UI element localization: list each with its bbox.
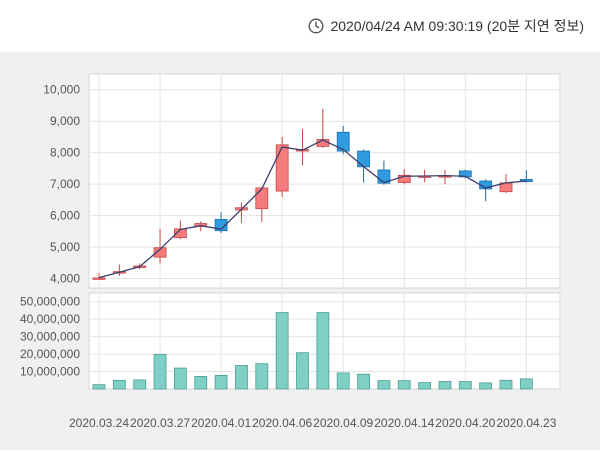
clock-icon	[308, 18, 324, 34]
candle-body	[397, 174, 411, 183]
candle-body	[336, 131, 350, 152]
header-bar: 2020/04/24 AM 09:30:19 (20분 지연 정보)	[0, 0, 600, 52]
x-tick-label: 2020.03.27	[130, 416, 190, 430]
volume-bar	[275, 312, 289, 390]
x-tick-label: 2020.04.20	[435, 416, 495, 430]
x-tick-label: 2020.04.23	[496, 416, 556, 430]
price-tick-label: 5,000	[50, 240, 80, 254]
volume-tick-label: 40,000,000	[20, 312, 80, 326]
chart-panel: 4,000 5,000 6,000 7,000 8,000 9,000 10,000 10,…	[0, 52, 600, 450]
x-tick-label: 2020.03.24	[69, 416, 129, 430]
volume-bar	[519, 378, 533, 390]
volume-bar	[173, 367, 187, 390]
timestamp: 2020/04/24 AM 09:30:19 (20분 지연 정보)	[308, 16, 584, 36]
price-tick-label: 6,000	[50, 209, 80, 223]
volume-bar	[296, 352, 309, 390]
volume-bar	[499, 379, 513, 390]
volume-bar	[153, 354, 167, 390]
volume-bar	[235, 365, 248, 390]
x-tick-label: 2020.04.14	[374, 416, 434, 430]
stock-chart: 4,000 5,000 6,000 7,000 8,000 9,000 10,000 10,…	[20, 73, 561, 430]
volume-bar	[316, 312, 330, 390]
volume-bar	[377, 380, 391, 390]
volume-tick-label: 10,000,000	[20, 365, 80, 379]
volume-bar	[92, 384, 106, 390]
candle-body	[255, 187, 269, 210]
volume-bar	[214, 374, 228, 390]
volume-bar	[357, 373, 370, 390]
candle-body	[357, 150, 370, 168]
price-tick-label: 7,000	[50, 177, 80, 191]
x-tick-label: 2020.04.09	[313, 416, 373, 430]
x-tick-label: 2020.04.06	[252, 416, 312, 430]
candle-body	[92, 277, 106, 280]
volume-bar	[438, 381, 452, 390]
volume-tick-label: 30,000,000	[20, 330, 80, 344]
price-tick-label: 9,000	[50, 114, 80, 128]
volume-bar	[479, 382, 493, 390]
price-line	[98, 139, 527, 279]
candle-body	[153, 247, 167, 258]
volume-bar	[133, 379, 147, 390]
volume-bar	[397, 380, 411, 390]
candle-body	[214, 218, 228, 232]
volume-bar	[112, 379, 126, 390]
price-tick-label: 10,000	[43, 83, 80, 97]
volume-bar	[336, 372, 350, 390]
x-tick-label: 2020.04.01	[191, 416, 251, 430]
volume-bar	[194, 376, 208, 390]
volume-tick-label: 50,000,000	[20, 295, 80, 309]
volume-bar	[458, 381, 472, 390]
timestamp-text: 2020/04/24 AM 09:30:19 (20분 지연 정보)	[330, 18, 584, 34]
price-tick-label: 8,000	[50, 146, 80, 160]
volume-tick-label: 20,000,000	[20, 347, 80, 361]
candle-body	[275, 144, 289, 192]
volume-bar	[255, 363, 269, 390]
price-tick-label: 4,000	[50, 272, 80, 286]
volume-bar	[418, 382, 432, 390]
